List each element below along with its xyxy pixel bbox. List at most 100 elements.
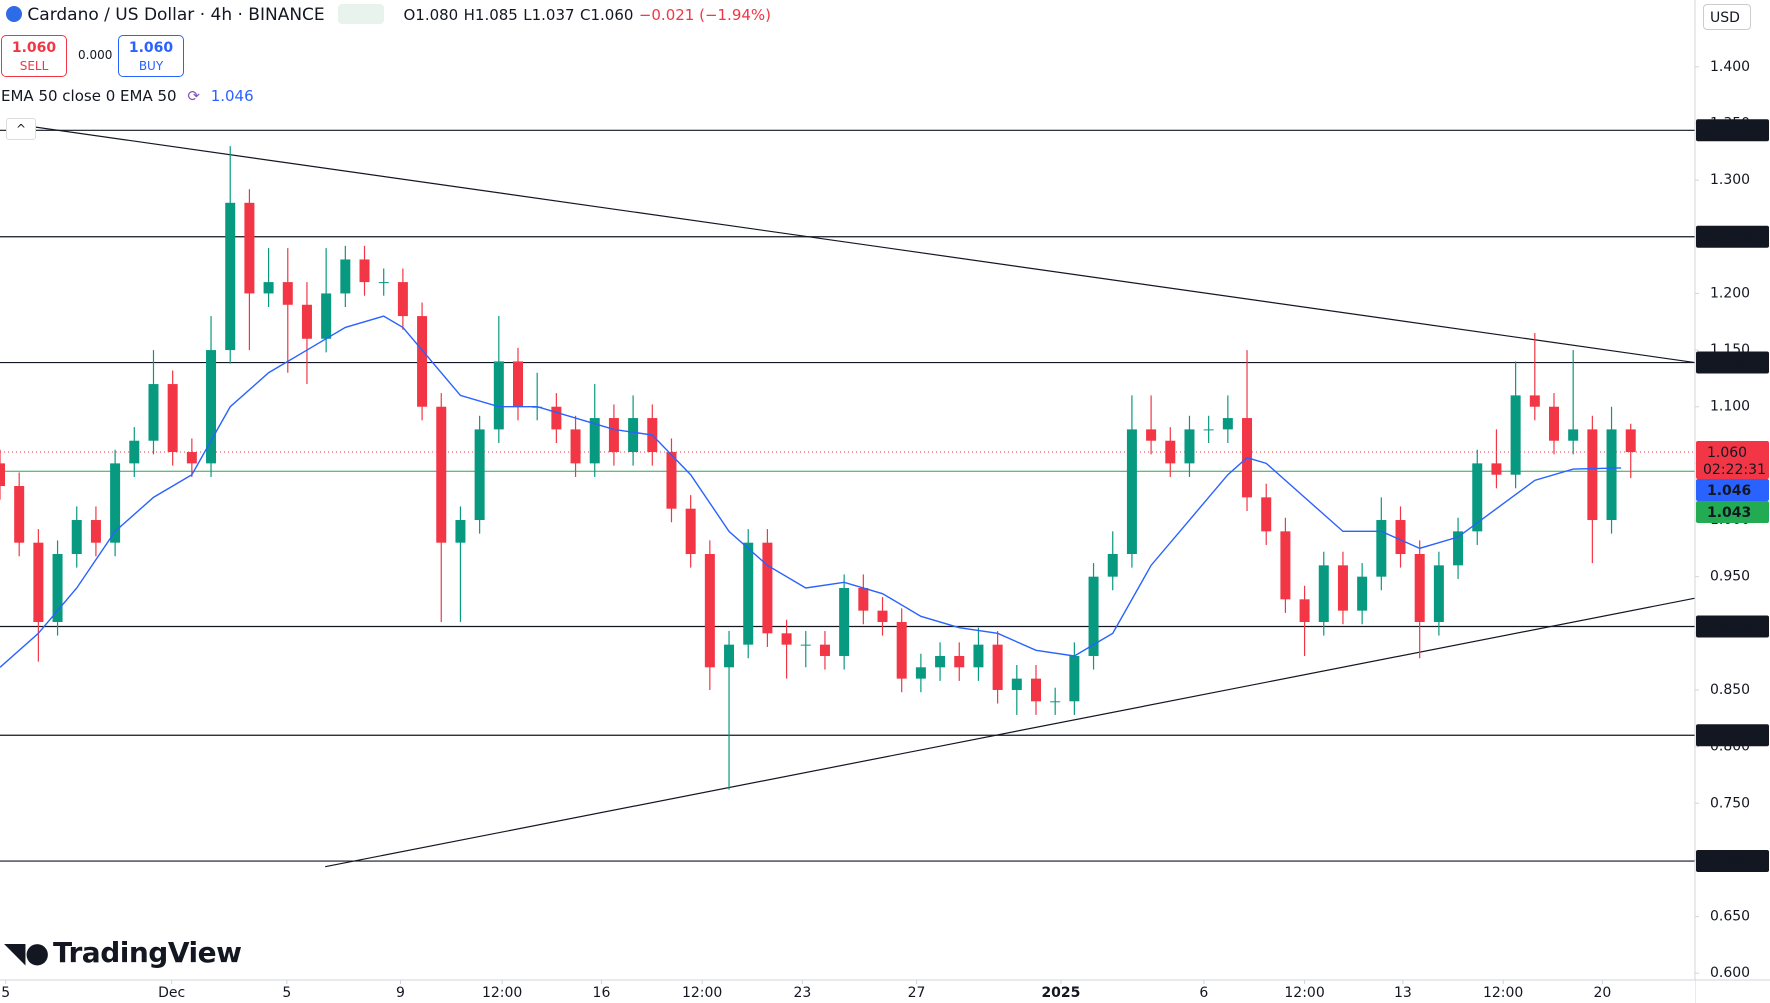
y-tick-label: 0.750 [1710, 795, 1750, 811]
level-label: 1.139 [1707, 356, 1751, 372]
candle-body [628, 418, 639, 453]
candle-body [1587, 429, 1598, 521]
candle-body [417, 316, 428, 407]
y-tick-label: 0.850 [1710, 682, 1750, 698]
candle-body [1030, 678, 1041, 702]
x-tick-label: 12:00 [482, 985, 522, 1001]
candle-body [1376, 520, 1387, 577]
candle-body [493, 361, 504, 430]
candle-body [915, 667, 926, 679]
candle-body [0, 463, 5, 487]
currency-button[interactable]: USD [1703, 4, 1751, 30]
candle-body [455, 520, 466, 543]
candle-body [724, 644, 735, 668]
x-tick-label: Dec [158, 985, 185, 1001]
candle-body [819, 644, 830, 656]
y-tick-label: 1.300 [1710, 172, 1750, 188]
candle-body [244, 202, 255, 294]
buy-button[interactable]: 1.060 BUY [118, 35, 184, 77]
candle-body [1337, 565, 1348, 611]
trendline [325, 597, 1696, 868]
time-axis-panel [0, 980, 1695, 1003]
candle-body [762, 542, 773, 634]
y-tick-label: 0.600 [1710, 965, 1750, 981]
x-tick-label: 2025 [1041, 985, 1080, 1001]
candle-body [839, 588, 850, 656]
ema-price-label: 1.046 [1707, 483, 1751, 499]
candle-body [206, 350, 217, 464]
candle-body [1184, 429, 1195, 464]
candle-body [935, 655, 946, 668]
candle-body [1357, 576, 1368, 611]
candle-body [397, 282, 408, 317]
candle-body [1261, 497, 1272, 532]
candle-body [186, 452, 197, 464]
level-box [1696, 119, 1769, 142]
sell-price: 1.060 [11, 40, 57, 56]
candle-body [1203, 429, 1214, 431]
status-badge[interactable] [338, 4, 385, 24]
x-tick-label: 5 [282, 985, 291, 1001]
candle-body [225, 202, 236, 351]
buy-label: BUY [138, 59, 164, 73]
level-label: 1.344 [1707, 123, 1752, 139]
candle-body [301, 304, 312, 339]
candle-body [551, 406, 562, 430]
candle-body [167, 384, 178, 453]
sell-button[interactable]: 1.060 SELL [1, 35, 67, 77]
candle-body [1491, 463, 1502, 475]
level-label: 0.906 [1707, 620, 1751, 636]
level-box [1696, 724, 1769, 747]
buy-price: 1.060 [128, 40, 174, 56]
candle-body [1625, 429, 1636, 453]
indicator-legend: EMA 50 close 0 EMA 50 ⟳ 1.046 [1, 87, 254, 105]
candle-body [1606, 429, 1617, 521]
candle-body [685, 508, 696, 555]
candle-body [608, 418, 619, 453]
green-level-box [1696, 501, 1769, 524]
candle-body [110, 463, 121, 543]
candle-body [743, 542, 754, 645]
candle-body [1107, 554, 1118, 577]
candle-body [129, 440, 140, 464]
x-tick-label: 12:00 [1483, 985, 1523, 1001]
candle-body [436, 406, 447, 543]
candle-body [378, 282, 389, 284]
indicator-icon[interactable]: ⟳ [187, 87, 200, 105]
x-tick-label: 12:00 [682, 985, 722, 1001]
candle-body [148, 384, 159, 441]
x-tick-label: 5 [1, 985, 10, 1001]
collapse-button[interactable]: ^ [6, 118, 36, 140]
candle-body [71, 520, 82, 555]
x-tick-label: 12:00 [1284, 985, 1324, 1001]
candle-body [33, 542, 44, 622]
candle-body [1453, 531, 1464, 566]
candle-body [263, 282, 274, 294]
candle-body [1069, 655, 1080, 702]
ema-price-box [1696, 479, 1769, 502]
x-tick-label: 9 [396, 985, 405, 1001]
level-box [1696, 615, 1769, 638]
candle-body [1011, 678, 1022, 690]
y-tick-label: 1.100 [1710, 399, 1750, 415]
candle-body [1088, 576, 1099, 656]
last-price-label: 1.060 [1707, 445, 1747, 461]
x-tick-label: 23 [794, 985, 812, 1001]
candle-body [666, 452, 677, 509]
candle-body [90, 520, 101, 543]
candle-body [896, 621, 907, 679]
candle-body [589, 418, 600, 464]
candle-body [474, 429, 485, 521]
indicator-label: EMA 50 close 0 EMA 50 [1, 87, 177, 105]
green-level-label: 1.043 [1707, 505, 1751, 521]
coin-icon [6, 6, 22, 22]
candle-body [1472, 463, 1483, 532]
candle-body [282, 282, 293, 305]
ohlc-high: H1.085 [463, 6, 518, 24]
candle-body [1165, 440, 1176, 464]
candle-body [858, 588, 869, 611]
candle-body [1280, 531, 1291, 600]
trendline [33, 126, 1696, 364]
candle-body [1395, 520, 1406, 555]
